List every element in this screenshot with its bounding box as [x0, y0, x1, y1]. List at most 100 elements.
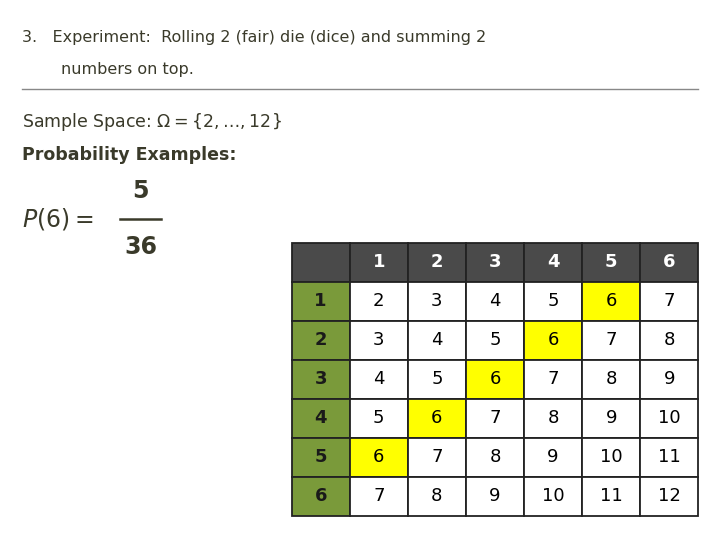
Text: 6: 6 — [663, 253, 675, 272]
Bar — [292, 321, 350, 360]
Bar — [408, 243, 466, 282]
Bar — [292, 438, 350, 477]
Bar — [466, 360, 524, 399]
Text: 2: 2 — [373, 293, 384, 310]
Text: 3.   Experiment:  Rolling 2 (fair) die (dice) and summing 2: 3. Experiment: Rolling 2 (fair) die (dic… — [22, 30, 486, 45]
Bar — [524, 282, 582, 321]
Bar — [582, 243, 640, 282]
Bar — [350, 321, 408, 360]
Bar — [408, 360, 466, 399]
Text: 3: 3 — [373, 332, 384, 349]
Text: 10: 10 — [542, 487, 564, 505]
Bar — [466, 477, 524, 516]
Text: 3: 3 — [489, 253, 501, 272]
Bar — [292, 399, 350, 438]
Text: 6: 6 — [315, 487, 327, 505]
Text: 1: 1 — [315, 293, 327, 310]
Text: 8: 8 — [606, 370, 617, 388]
Text: 6: 6 — [547, 332, 559, 349]
Text: 7: 7 — [606, 332, 617, 349]
Bar — [582, 438, 640, 477]
Text: 2: 2 — [315, 332, 327, 349]
Text: 7: 7 — [664, 293, 675, 310]
Bar — [582, 477, 640, 516]
Text: 6: 6 — [431, 409, 443, 427]
Text: Sample Space: $\Omega = \{2, \ldots, 12\}$: Sample Space: $\Omega = \{2, \ldots, 12\… — [22, 111, 282, 133]
Bar — [524, 438, 582, 477]
Text: 8: 8 — [547, 409, 559, 427]
Bar — [640, 321, 698, 360]
Bar — [640, 360, 698, 399]
Bar — [640, 438, 698, 477]
Text: 4: 4 — [431, 332, 443, 349]
Text: 12: 12 — [658, 487, 681, 505]
Bar — [466, 321, 524, 360]
Text: 5: 5 — [605, 253, 618, 272]
Text: 5: 5 — [373, 409, 384, 427]
Text: 4: 4 — [373, 370, 384, 388]
Bar — [466, 399, 524, 438]
Text: 3: 3 — [315, 370, 327, 388]
Text: Probability Examples:: Probability Examples: — [22, 146, 236, 164]
Bar — [350, 477, 408, 516]
Text: $P(6) = $: $P(6) = $ — [22, 206, 93, 232]
Bar — [350, 438, 408, 477]
Bar — [524, 321, 582, 360]
Bar — [524, 360, 582, 399]
Text: 5: 5 — [490, 332, 500, 349]
Text: 1: 1 — [372, 253, 385, 272]
Text: 6: 6 — [373, 448, 384, 466]
Text: 4: 4 — [490, 293, 500, 310]
Bar — [466, 243, 524, 282]
Bar — [466, 282, 524, 321]
Text: 8: 8 — [431, 487, 443, 505]
Text: 36: 36 — [124, 235, 157, 259]
Text: 8: 8 — [490, 448, 500, 466]
Bar — [408, 477, 466, 516]
Text: 7: 7 — [547, 370, 559, 388]
Text: 9: 9 — [547, 448, 559, 466]
Text: 8: 8 — [664, 332, 675, 349]
Text: 4: 4 — [547, 253, 559, 272]
Text: 5: 5 — [132, 179, 148, 202]
Text: 11: 11 — [658, 448, 680, 466]
Text: 9: 9 — [490, 487, 500, 505]
Text: 11: 11 — [600, 487, 623, 505]
Bar — [640, 243, 698, 282]
Bar — [640, 477, 698, 516]
Bar — [292, 282, 350, 321]
Bar — [292, 360, 350, 399]
Bar — [408, 282, 466, 321]
Text: 5: 5 — [547, 293, 559, 310]
Text: 9: 9 — [664, 370, 675, 388]
Text: 2: 2 — [431, 253, 443, 272]
Bar — [350, 399, 408, 438]
Bar — [350, 282, 408, 321]
Bar — [582, 399, 640, 438]
Text: 7: 7 — [431, 448, 443, 466]
Text: 5: 5 — [315, 448, 327, 466]
Bar — [350, 243, 408, 282]
Bar — [408, 321, 466, 360]
Bar — [640, 399, 698, 438]
Bar — [524, 399, 582, 438]
Bar — [524, 243, 582, 282]
Text: 4: 4 — [315, 409, 327, 427]
Text: 5: 5 — [431, 370, 443, 388]
Bar — [640, 282, 698, 321]
Text: 3: 3 — [431, 293, 443, 310]
Bar — [524, 477, 582, 516]
Bar — [292, 477, 350, 516]
Bar — [582, 321, 640, 360]
Text: 9: 9 — [606, 409, 617, 427]
Bar — [350, 360, 408, 399]
Text: 6: 6 — [606, 293, 617, 310]
Text: 7: 7 — [373, 487, 384, 505]
Text: 10: 10 — [600, 448, 623, 466]
Bar — [292, 243, 350, 282]
Text: 6: 6 — [490, 370, 500, 388]
Text: numbers on top.: numbers on top. — [61, 62, 194, 77]
Bar — [408, 399, 466, 438]
Bar — [582, 282, 640, 321]
Text: 7: 7 — [490, 409, 500, 427]
